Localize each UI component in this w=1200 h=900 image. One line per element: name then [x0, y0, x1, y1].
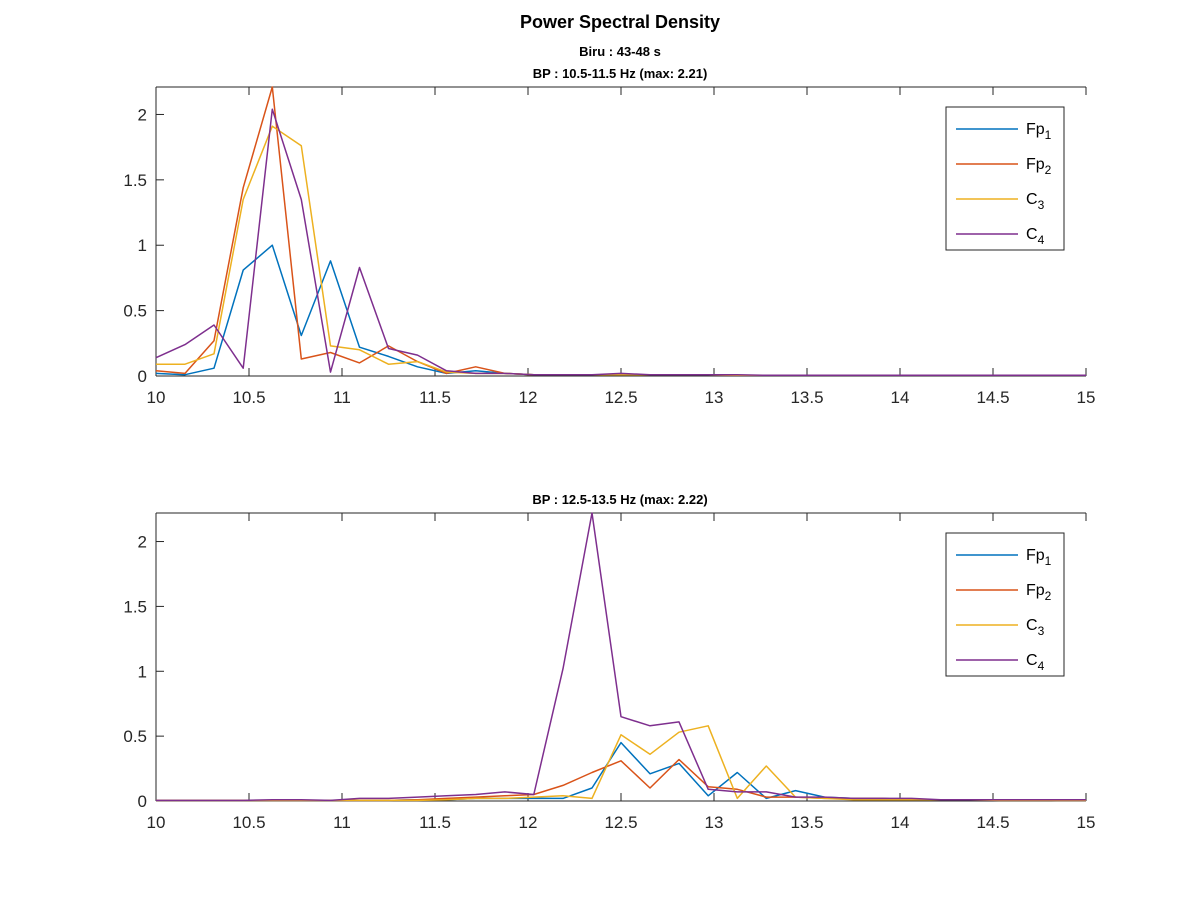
top-x-tick-label: 14	[891, 388, 910, 407]
bottom-y-tick-label: 0.5	[123, 727, 147, 746]
bottom-x-tick-label: 14	[891, 813, 910, 832]
top-legend-label-fp1: Fp1	[1026, 121, 1052, 142]
bottom-x-tick-label: 13	[705, 813, 724, 832]
bottom-x-tick-label: 14.5	[976, 813, 1009, 832]
bottom-x-tick-label: 10	[147, 813, 166, 832]
bottom-x-tick-label: 12.5	[604, 813, 637, 832]
bottom-x-tick-label: 13.5	[790, 813, 823, 832]
bottom-y-tick-label: 2	[138, 533, 147, 552]
top-y-tick-label: 0	[138, 367, 147, 386]
top-legend: Fp1 Fp2 C3 C4	[945, 106, 1065, 251]
bottom-legend-label-fp2: Fp2	[1026, 582, 1052, 603]
bottom-legend-label-fp1: Fp1	[1026, 547, 1052, 568]
top-x-tick-label: 13	[705, 388, 724, 407]
top-x-tick-label: 14.5	[976, 388, 1009, 407]
bottom-y-tick-label: 0	[138, 792, 147, 811]
bottom-x-tick-label: 11	[333, 813, 351, 832]
figure-subtitle: Biru : 43-48 s	[579, 44, 661, 59]
top-x-tick-label: 13.5	[790, 388, 823, 407]
bottom-x-tick-label: 12	[519, 813, 538, 832]
bottom-x-tick-label: 11.5	[419, 813, 451, 832]
top-x-tick-label: 10	[147, 388, 166, 407]
top-x-tick-label: 15	[1077, 388, 1096, 407]
bottom-y-tick-label: 1	[138, 662, 147, 681]
bottom-y-tick-label: 1.5	[123, 597, 147, 616]
top-series-c4-line	[155, 108, 1086, 377]
top-y-tick-label: 0.5	[123, 302, 147, 321]
top-y-tick-label: 1	[138, 236, 147, 255]
top-x-tick-label: 10.5	[232, 388, 265, 407]
bottom-panel: BP : 12.5-13.5 Hz (max: 2.22) 10 10.5 11 11…	[123, 492, 1095, 832]
bottom-legend: Fp1 Fp2 C3 C4	[945, 532, 1065, 677]
bottom-legend-box	[945, 532, 1065, 677]
top-y-tick-label: 1.5	[123, 171, 147, 190]
top-y-tick-label: 2	[138, 105, 147, 124]
top-legend-label-c4: C4	[1026, 226, 1045, 247]
bottom-x-tick-label: 15	[1077, 813, 1096, 832]
top-legend-label-fp2: Fp2	[1026, 156, 1052, 177]
top-x-tick-label: 11	[333, 388, 351, 407]
bottom-legend-label-c3: C3	[1026, 617, 1045, 638]
top-panel: BP : 10.5-11.5 Hz (max: 2.21) 10 10.5 11 11…	[123, 66, 1095, 407]
bottom-panel-title: BP : 12.5-13.5 Hz (max: 2.22)	[532, 492, 707, 507]
bottom-series-c4-line	[156, 512, 1086, 802]
top-x-tick-label: 12	[519, 388, 538, 407]
top-legend-box	[945, 106, 1065, 251]
bottom-legend-label-c4: C4	[1026, 652, 1045, 673]
top-legend-label-c3: C3	[1026, 191, 1045, 212]
bottom-x-tick-label: 10.5	[232, 813, 265, 832]
top-x-tick-label: 12.5	[604, 388, 637, 407]
figure-title: Power Spectral Density	[520, 12, 720, 32]
top-x-tick-label: 11.5	[419, 388, 451, 407]
top-panel-title: BP : 10.5-11.5 Hz (max: 2.21)	[533, 66, 708, 81]
